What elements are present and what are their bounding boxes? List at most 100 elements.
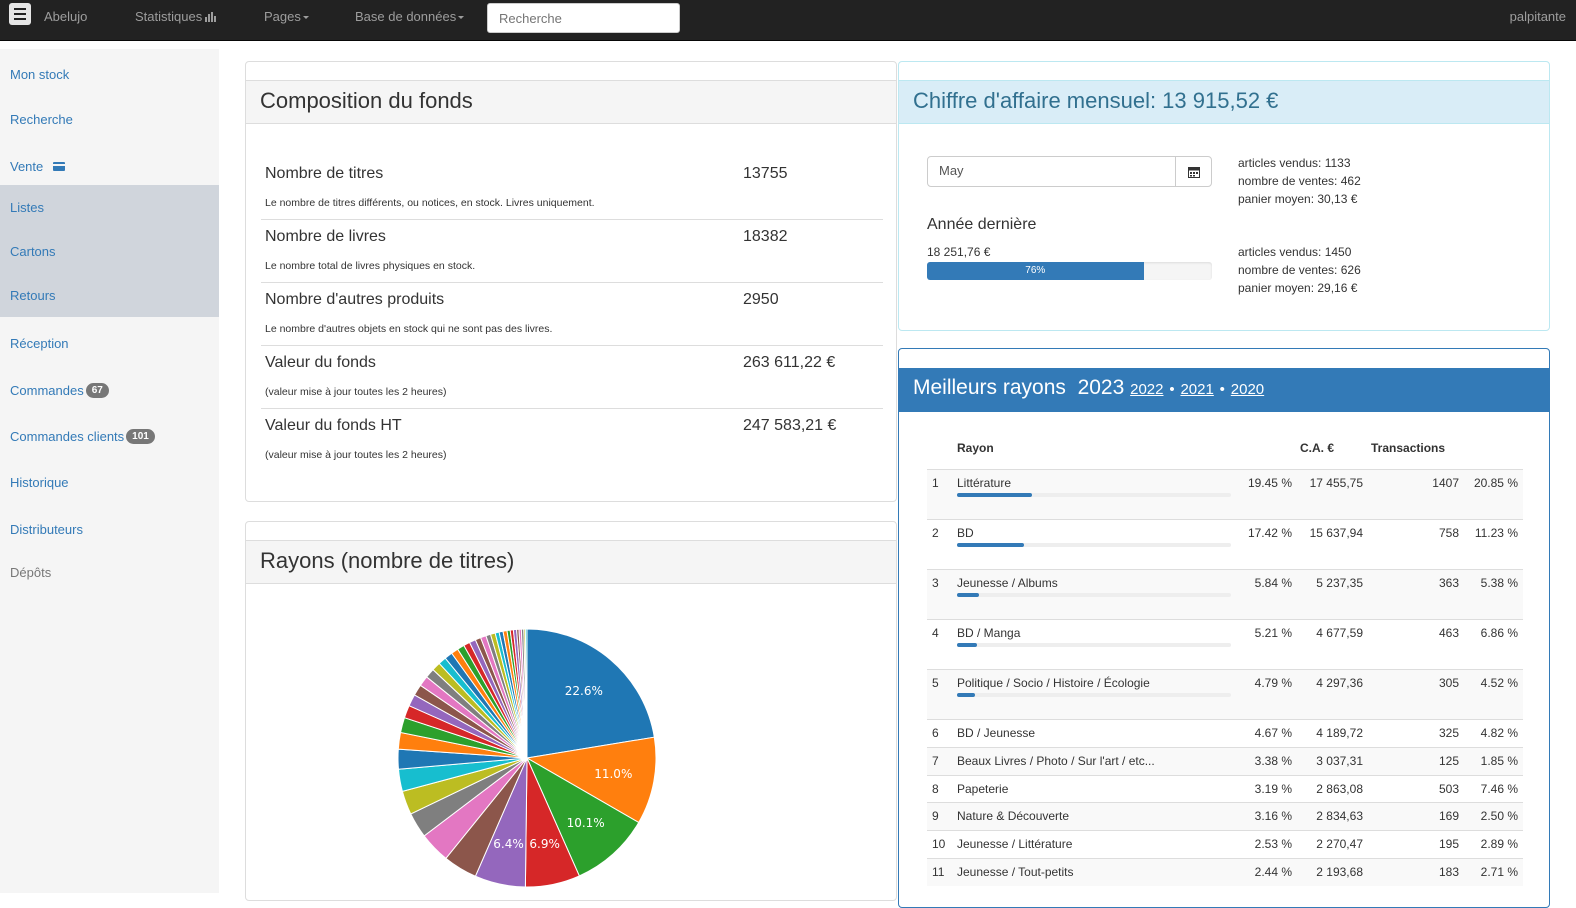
table-row: 2 BD 17.42 % 15 637,94 758 11.23 %	[927, 519, 1523, 569]
transactions-cell: 195	[1438, 837, 1459, 851]
year-link-2021[interactable]: 2021	[1180, 381, 1214, 398]
top-navbar: Abelujo Statistiques Pages Base de donné…	[0, 0, 1576, 41]
pie-slice-label: 22.6%	[565, 684, 603, 698]
ca-cell: 15 637,94	[1309, 526, 1363, 540]
table-row: 8 Papeterie 3.19 % 2 863,08 503 7.46 %	[927, 775, 1523, 802]
col-header-rayon: Rayon	[957, 441, 994, 455]
nav-pages-dropdown[interactable]: Pages	[264, 9, 309, 24]
transactions-cell: 363	[1438, 576, 1459, 590]
composition-panel: Composition du fonds Nombre de titres 13…	[245, 61, 897, 502]
rank-cell: 2	[932, 526, 939, 540]
nav-database-label: Base de données	[355, 9, 457, 24]
comp-value: 18382	[743, 228, 788, 245]
year-link-2020[interactable]: 2020	[1230, 381, 1265, 398]
pie-slice	[525, 756, 640, 877]
sidebar-item-mon-stock[interactable]: Mon stock	[10, 66, 70, 82]
sidebar-item-reception[interactable]: Réception	[10, 335, 69, 351]
rank-cell: 5	[932, 676, 939, 690]
nav-statistics-label: Statistiques	[135, 9, 203, 24]
year-separator: •	[1219, 381, 1225, 398]
comp-value: 263 611,22 €	[743, 354, 836, 371]
table-row: 6 BD / Jeunesse 4.67 % 4 189,72 325 4.82 %	[927, 719, 1523, 747]
year-link-2022[interactable]: 2022	[1130, 381, 1164, 398]
composition-title: Composition du fonds	[246, 80, 896, 124]
comp-row: Nombre de livres 18382 Le nombre total d…	[261, 219, 883, 282]
comp-label: Valeur du fonds	[265, 354, 376, 371]
percent-ca-cell: 4.67 %	[1254, 726, 1292, 740]
rayon-cell: Politique / Socio / Histoire / Écologie	[957, 676, 1150, 690]
last-panier: panier moyen: 29,16 €	[1238, 281, 1358, 295]
percent-ca-cell: 3.16 %	[1254, 809, 1292, 823]
nav-statistics[interactable]: Statistiques	[135, 9, 217, 24]
table-row: 4 BD / Manga 5.21 % 4 677,59 463 6.86 %	[927, 619, 1523, 669]
table-row: 7 Beaux Livres / Photo / Sur l'art / etc.…	[927, 747, 1523, 775]
rayon-cell: Jeunesse / Tout-petits	[957, 865, 1074, 879]
transactions-cell: 325	[1438, 726, 1459, 740]
sidebar-item-listes[interactable]: Listes	[0, 185, 219, 229]
percent-transactions-cell: 6.86 %	[1480, 626, 1518, 640]
rayon-cell: Papeterie	[957, 782, 1009, 796]
rayon-cell: BD / Manga	[957, 626, 1021, 640]
current-articles: articles vendus: 1133	[1238, 156, 1351, 170]
sidebar-item-vente[interactable]: Vente	[0, 144, 219, 188]
sidebar-item-cartons[interactable]: Cartons	[0, 229, 219, 273]
sidebar-item-commandes-clients[interactable]: Commandes clients 101	[0, 414, 219, 458]
percent-ca-cell: 5.21 %	[1254, 626, 1292, 640]
year-separator: •	[1169, 381, 1175, 398]
percent-transactions-cell: 4.82 %	[1480, 726, 1518, 740]
last-year-progress: 76%	[927, 262, 1212, 280]
sidebar-item-label: Commandes clients	[10, 428, 125, 444]
ca-cell: 17 455,75	[1309, 476, 1363, 490]
percent-transactions-cell: 2.50 %	[1480, 809, 1518, 823]
table-row: 9 Nature & Découverte 3.16 % 2 834,63 169 2.5…	[927, 802, 1523, 830]
sidebar-item-depots[interactable]: Dépôts	[10, 564, 52, 580]
last-ventes: nombre de ventes: 626	[1238, 263, 1361, 277]
comp-desc: Le nombre d'autres objets en stock qui n…	[265, 323, 553, 335]
percent-transactions-cell: 7.46 %	[1480, 782, 1518, 796]
table-row: 10 Jeunesse / Littérature 2.53 % 2 270,47 19…	[927, 830, 1523, 858]
transactions-cell: 169	[1438, 809, 1459, 823]
rank-cell: 8	[932, 782, 939, 796]
search-input[interactable]	[487, 3, 680, 33]
sidebar-item-commandes[interactable]: Commandes 67	[0, 368, 219, 412]
nav-database-dropdown[interactable]: Base de données	[355, 9, 465, 24]
best-rayons-title: Meilleurs rayons	[913, 376, 1066, 399]
brand-link[interactable]: Abelujo	[44, 9, 88, 24]
ca-cell: 2 193,68	[1316, 865, 1363, 879]
transactions-cell: 125	[1438, 754, 1459, 768]
best-rayons-year: 2023	[1077, 376, 1125, 399]
comp-label: Nombre de livres	[265, 228, 386, 245]
ca-panel: Chiffre d'affaire mensuel: 13 915,52 € M…	[898, 61, 1550, 331]
current-panier: panier moyen: 30,13 €	[1238, 192, 1358, 206]
caret-down-icon	[458, 16, 465, 20]
percent-transactions-cell: 20.85 %	[1473, 476, 1518, 490]
pie-slice	[524, 628, 528, 759]
rayon-cell: BD	[957, 526, 974, 540]
rank-cell: 9	[932, 809, 939, 823]
calendar-button[interactable]	[1175, 156, 1212, 187]
percent-transactions-cell: 2.89 %	[1480, 837, 1518, 851]
month-input[interactable]: May	[927, 156, 1176, 187]
transactions-cell: 305	[1438, 676, 1459, 690]
transactions-cell: 463	[1438, 626, 1459, 640]
transactions-cell: 503	[1438, 782, 1459, 796]
comp-value: 13755	[743, 165, 788, 182]
pie-slice	[526, 628, 655, 759]
percent-transactions-cell: 11.23 %	[1474, 526, 1518, 540]
rank-cell: 3	[932, 576, 939, 590]
sidebar-item-retours[interactable]: Retours	[0, 273, 219, 317]
sidebar-item-recherche[interactable]: Recherche	[10, 111, 73, 127]
transactions-cell: 758	[1438, 526, 1459, 540]
current-ventes: nombre de ventes: 462	[1238, 174, 1361, 188]
table-row: 3 Jeunesse / Albums 5.84 % 5 237,35 363 5.38 …	[927, 569, 1523, 619]
user-menu[interactable]: palpitante	[1509, 9, 1566, 24]
sidebar-item-historique[interactable]: Historique	[10, 474, 69, 490]
share-bar	[957, 543, 1231, 547]
sidebar-item-distributeurs[interactable]: Distributeurs	[10, 521, 83, 537]
ca-cell: 4 297,36	[1316, 676, 1363, 690]
ca-cell: 2 863,08	[1316, 782, 1363, 796]
pie-chart-container: 22.6% 11.0% 10.1% 6.9% 6.4%	[396, 627, 658, 894]
comp-desc: Le nombre total de livres physiques en s…	[265, 260, 476, 272]
menu-toggle-icon[interactable]	[9, 3, 31, 25]
ca-cell: 2 834,63	[1316, 809, 1363, 823]
